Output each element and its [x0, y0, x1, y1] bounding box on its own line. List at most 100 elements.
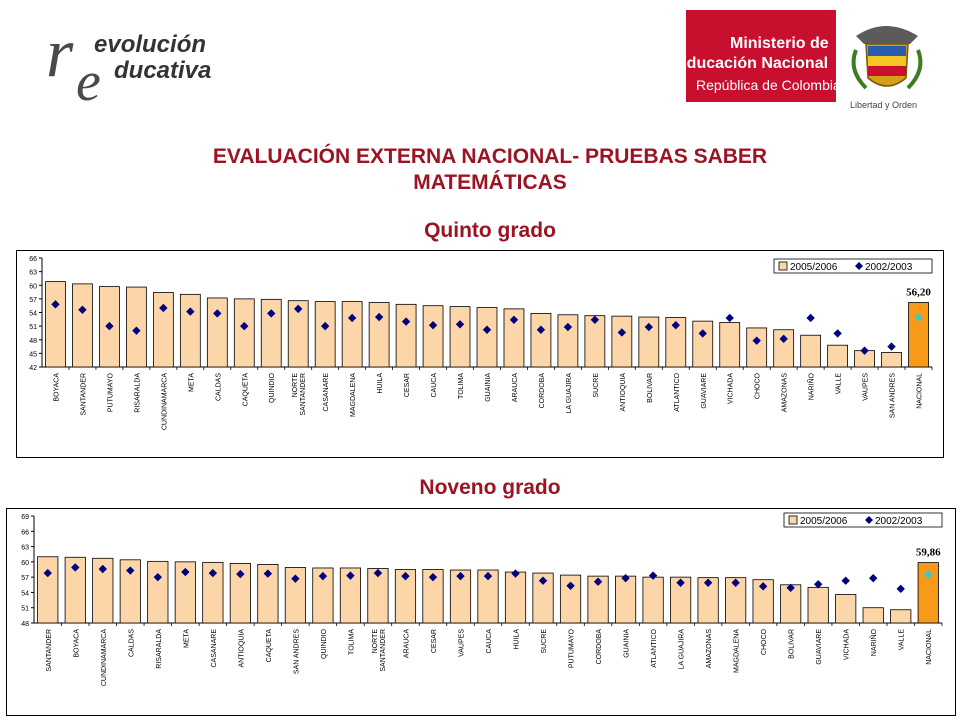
- bar: [394, 569, 417, 624]
- diamond-point: [806, 313, 815, 323]
- y-tick-label: 51: [21, 606, 29, 613]
- bar: [725, 577, 747, 624]
- bar: [202, 561, 224, 624]
- category-label: BOYACA: [53, 373, 60, 402]
- bar: [638, 316, 660, 368]
- main-title-line2: MATEMÁTICAS: [413, 171, 567, 194]
- category-label: BOYACA: [73, 629, 80, 658]
- bar: [530, 313, 552, 368]
- bar: [642, 576, 664, 624]
- diamond-point: [181, 567, 190, 577]
- category-label: SANTANDER: [380, 629, 387, 672]
- category-label: NACIONAL: [926, 629, 933, 665]
- diamond-point: [841, 576, 850, 585]
- category-label: VAUPES: [863, 373, 870, 401]
- bar: [174, 561, 196, 624]
- logo-word-educativa: ducativa: [114, 57, 211, 84]
- diamond-point: [401, 317, 411, 326]
- diamond-point: [593, 577, 603, 586]
- diamond-point: [813, 580, 823, 589]
- bar: [476, 307, 498, 368]
- category-label: ANTIOQUIA: [620, 373, 627, 412]
- category-label: CAQUETA: [242, 373, 249, 407]
- bar: [449, 306, 471, 368]
- diamond-point: [213, 309, 222, 318]
- category-label: CHOCO: [755, 372, 762, 399]
- bar: [37, 556, 59, 624]
- category-label: NARIÑO: [807, 372, 816, 400]
- category-label: QUINDIO: [269, 372, 276, 403]
- diamond-point: [617, 328, 627, 337]
- diamond-point: [566, 581, 575, 591]
- category-label: CORDOBA: [539, 373, 546, 409]
- diamond-point: [644, 322, 654, 332]
- diamond-point: [71, 563, 80, 572]
- bar: [587, 575, 609, 624]
- category-label: VICHADA: [728, 373, 735, 404]
- category-label: CORDOBA: [596, 629, 603, 665]
- bar: [752, 579, 774, 624]
- category-label: META: [188, 373, 195, 392]
- diamond-point: [347, 313, 357, 323]
- category-label: SANTANDER: [46, 629, 53, 672]
- category-label: NORTE: [372, 629, 379, 654]
- legend-swatch-diamond: [865, 516, 873, 524]
- bar: [532, 572, 554, 624]
- bar: [614, 575, 637, 624]
- category-label: ATLANTICO: [651, 628, 658, 667]
- category-label: CASANARE: [211, 629, 218, 668]
- ministerio-line1: Ministerio de: [730, 35, 829, 52]
- bar: [746, 327, 768, 368]
- category-label: CUNDINAMARCA: [161, 373, 168, 431]
- category-label: SANTANDER: [80, 373, 87, 416]
- y-tick-label: 45: [29, 351, 37, 358]
- bar: [449, 569, 472, 624]
- bar: [862, 607, 884, 624]
- bar: [284, 567, 306, 624]
- bar: [890, 609, 912, 624]
- bar: [503, 308, 525, 368]
- diamond-point: [186, 307, 195, 316]
- y-tick-label: 48: [29, 338, 37, 345]
- main-title: EVALUACIÓN EXTERNA NACIONAL- PRUEBAS SAB…: [0, 144, 960, 196]
- diamond-point: [698, 329, 707, 338]
- coat-of-arms-icon: [851, 26, 923, 90]
- category-label: CUNDINAMARCA: [101, 629, 108, 687]
- chart-quinto-grado: 42 45 48 51 54 57 60 63 66 BOYACA SANTANDER PUTUMAY…: [16, 250, 944, 458]
- bar: [557, 314, 579, 368]
- diamond-point: [924, 570, 933, 579]
- bar: [147, 560, 169, 624]
- y-tick-label: 57: [21, 575, 29, 582]
- category-label: HUILA: [514, 629, 521, 650]
- diamond-point: [51, 300, 60, 309]
- bar: [670, 576, 692, 624]
- main-title-line1: EVALUACIÓN EXTERNA NACIONAL- PRUEBAS SAB…: [212, 145, 768, 168]
- category-label: VAUPES: [458, 629, 465, 657]
- category-label: GUAINIA: [485, 373, 492, 402]
- category-label: RISARALDA: [134, 373, 141, 413]
- category-label: AMAZONAS: [782, 373, 789, 413]
- bar: [697, 577, 719, 624]
- bar: [45, 281, 66, 368]
- category-label: ARAUCA: [403, 629, 410, 659]
- category-label: CHOCO: [761, 628, 768, 655]
- y-tick-label: 57: [29, 297, 37, 304]
- category-label: VALLE: [899, 629, 906, 651]
- data-label: 59,86: [916, 547, 941, 559]
- legend: 2005/2006 2002/2003: [773, 258, 933, 274]
- diamond-point: [105, 321, 114, 331]
- diamond-point: [676, 578, 685, 587]
- bar: [395, 303, 417, 368]
- legend-label-series2: 2002/2003: [875, 516, 923, 527]
- bar: [665, 317, 687, 368]
- category-label: NORTE: [292, 373, 299, 398]
- chart-svg: 48 51 54 57 60 63 66 69 SANTANDER BOYACA CUNDINAMA…: [6, 508, 956, 716]
- y-tick-label: 42: [29, 365, 37, 372]
- bar: [287, 300, 309, 368]
- bar: [368, 302, 390, 368]
- y-tick-label: 66: [29, 256, 37, 263]
- data-label: 56,20: [906, 287, 931, 299]
- revolucion-educativa-logo: r e evolución ducativa: [46, 18, 211, 108]
- category-label: BOLIVAR: [789, 629, 796, 659]
- diamond-point: [860, 346, 869, 355]
